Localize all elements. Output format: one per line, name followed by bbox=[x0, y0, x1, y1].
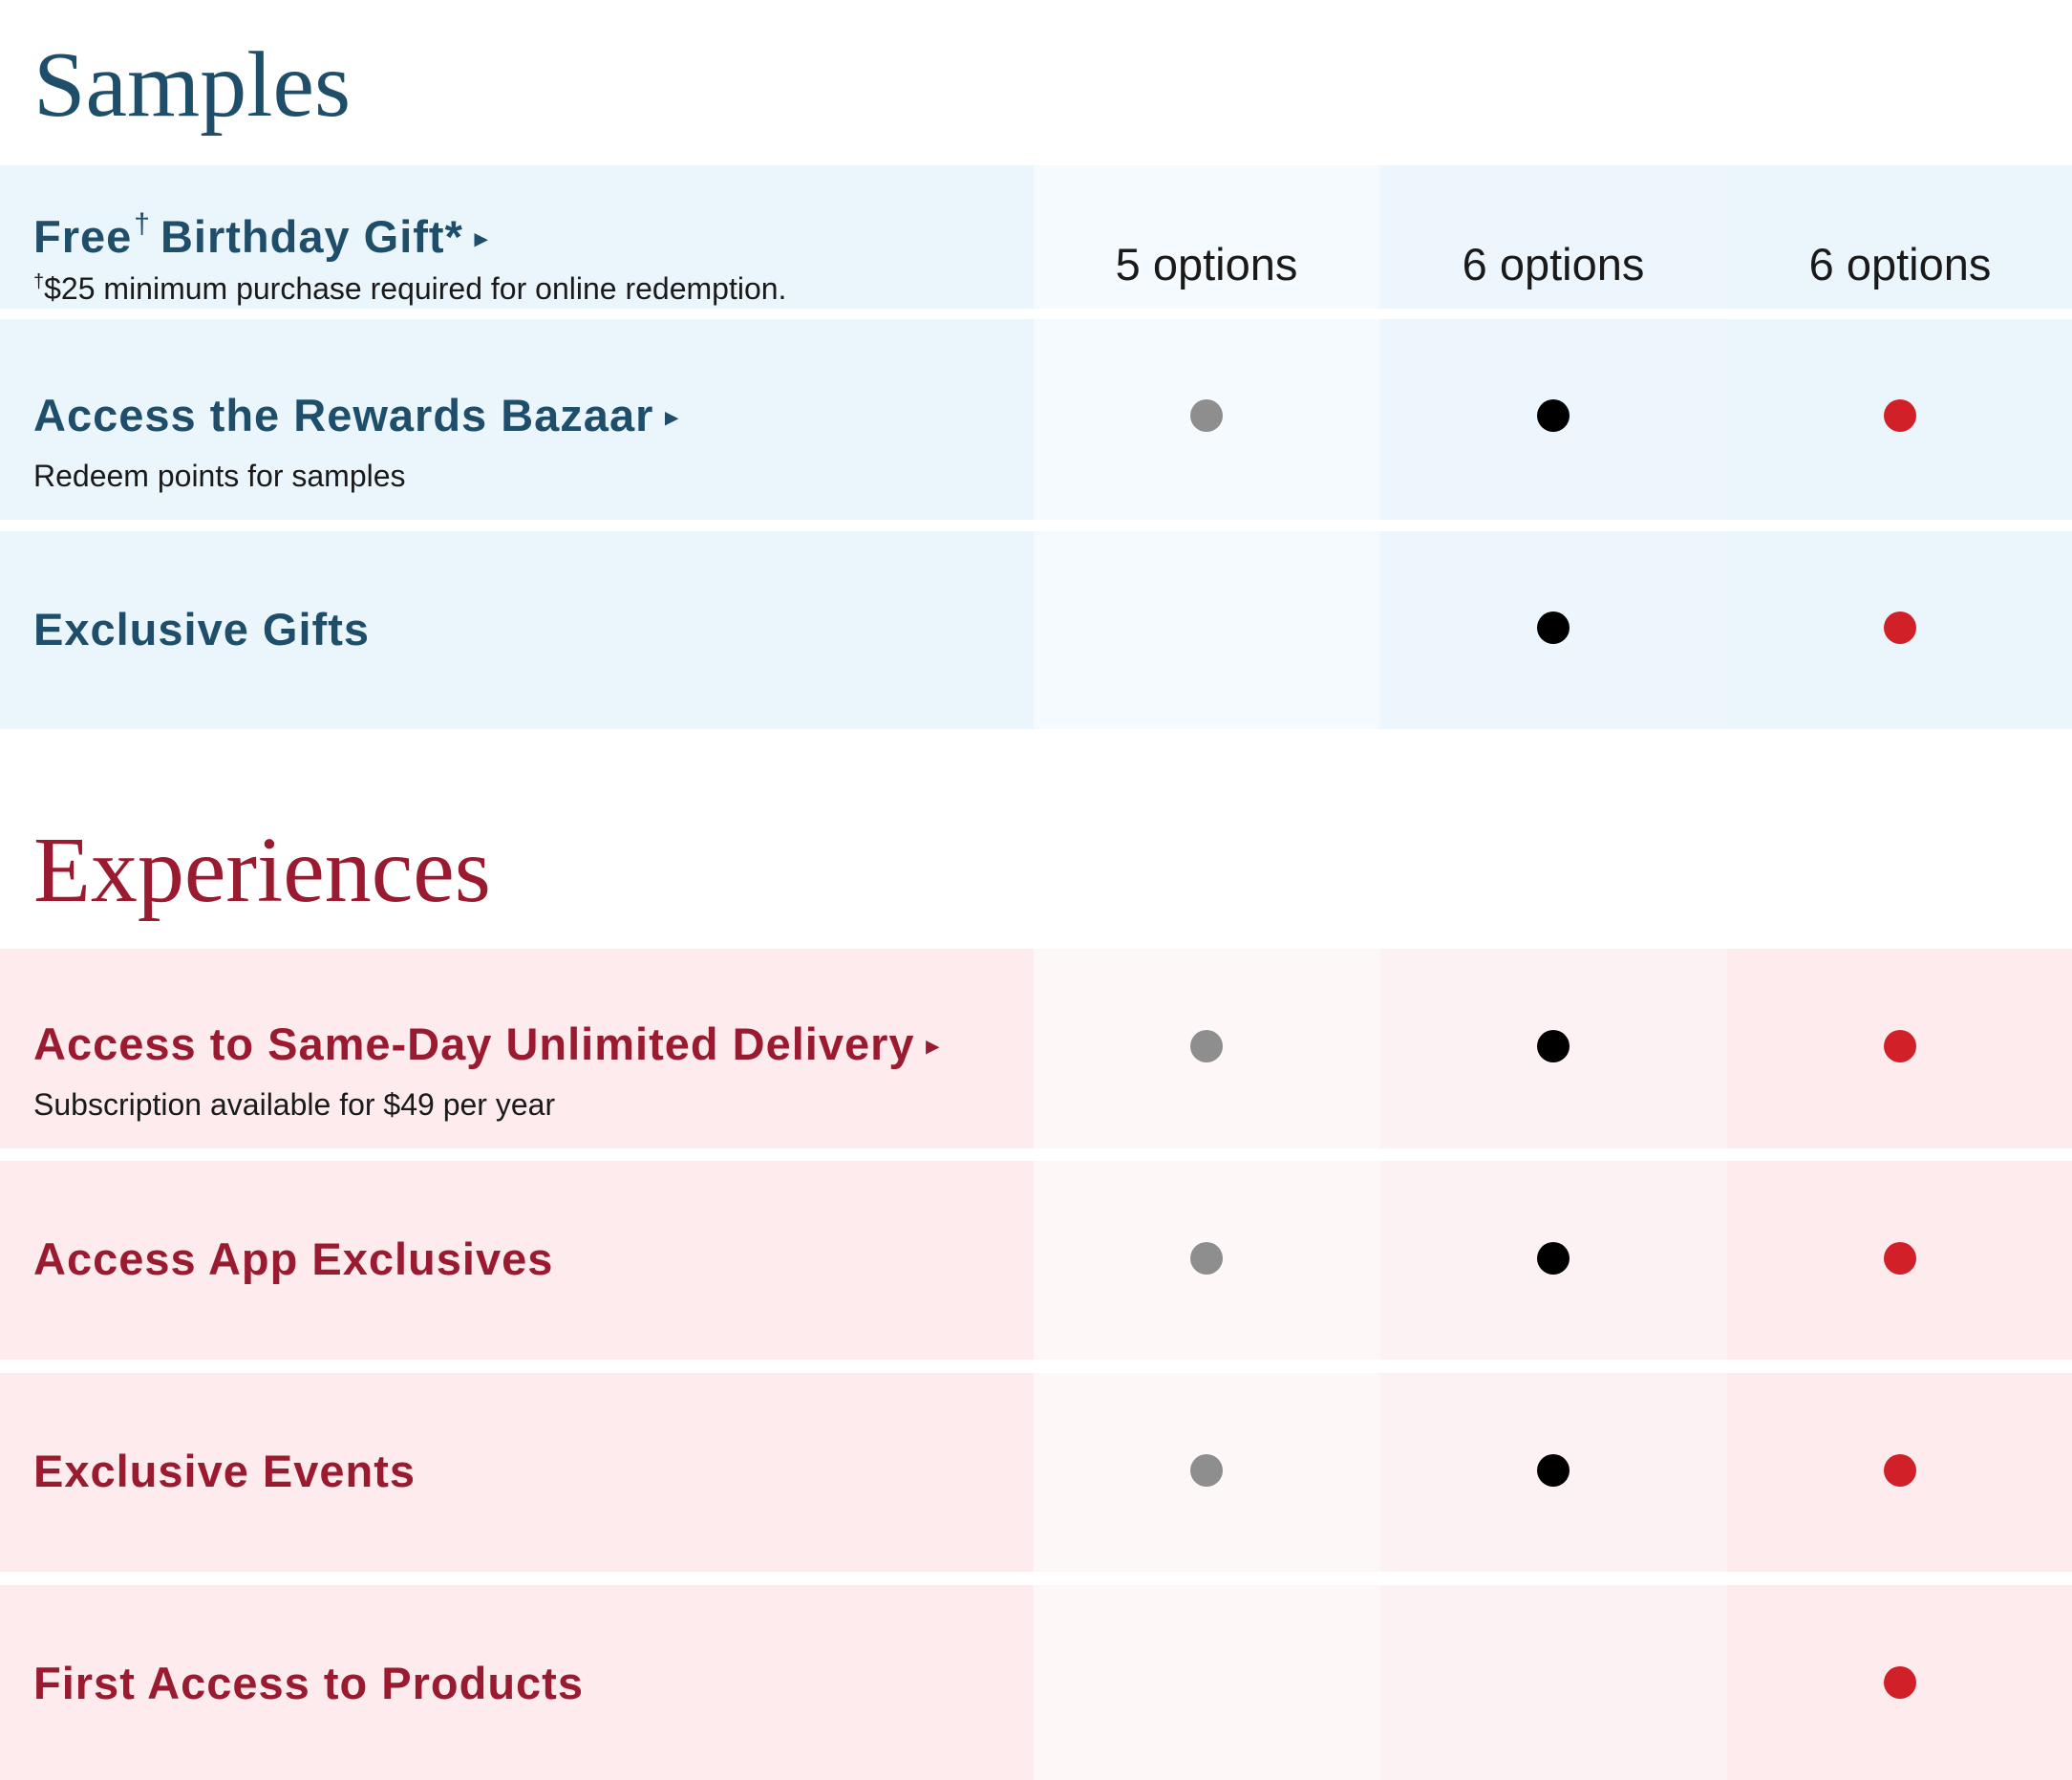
chevron-right-icon: ▸ bbox=[926, 1031, 939, 1060]
tier-1-cell bbox=[1034, 1161, 1380, 1360]
feature-title: Access to Same-Day Unlimited Delivery bbox=[33, 1019, 915, 1069]
benefit-label-cell: Exclusive Gifts bbox=[0, 531, 1034, 729]
tier-3-cell bbox=[1727, 531, 2072, 729]
benefit-row-first-access: First Access to Products bbox=[0, 1585, 2072, 1780]
tier-1-cell bbox=[1034, 949, 1380, 1148]
tier-1-included-dot bbox=[1190, 1030, 1223, 1062]
feature-title: Access the Rewards Bazaar bbox=[33, 390, 654, 440]
tier-2-cell bbox=[1380, 531, 1727, 729]
birthday-gift-link[interactable]: Free† Birthday Gift* ▸ bbox=[33, 208, 487, 262]
tier-3-included-dot bbox=[1884, 399, 1916, 432]
benefit-row-rewards-bazaar: Access the Rewards Bazaar ▸ Redeem points… bbox=[0, 319, 2072, 520]
app-exclusives-title: Access App Exclusives bbox=[33, 1233, 554, 1284]
tier-2-included-dot bbox=[1537, 399, 1570, 432]
birthday-gift-note: †$25 minimum purchase required for onlin… bbox=[33, 272, 786, 304]
chevron-right-icon: ▸ bbox=[474, 224, 487, 252]
tier-3-cell bbox=[1727, 1161, 2072, 1360]
tier-3-cell bbox=[1727, 1373, 2072, 1572]
feature-title-free: Free bbox=[33, 211, 133, 262]
tier-3-cell bbox=[1727, 949, 2072, 1148]
tier-2-options: 6 options bbox=[1462, 239, 1645, 290]
tier-1-included-dot bbox=[1190, 1242, 1223, 1275]
benefit-label-cell: Access to Same-Day Unlimited Delivery ▸ S… bbox=[0, 949, 1034, 1148]
benefit-label-cell: Exclusive Events bbox=[0, 1373, 1034, 1572]
tier-3-included-dot bbox=[1884, 611, 1916, 644]
tier-1-options: 5 options bbox=[1115, 239, 1298, 290]
tier-2-cell bbox=[1380, 1373, 1727, 1572]
same-day-delivery-note: Subscription available for $49 per year bbox=[33, 1087, 556, 1122]
tier-3-options: 6 options bbox=[1808, 239, 1992, 290]
tier-2-cell bbox=[1380, 1585, 1727, 1780]
tier-1-included-dot bbox=[1190, 399, 1223, 432]
tier-1-cell bbox=[1034, 1585, 1380, 1780]
tier-2-included-dot bbox=[1537, 1242, 1570, 1275]
benefit-row-exclusive-events: Exclusive Events bbox=[0, 1373, 2072, 1572]
tier-3-cell bbox=[1727, 319, 2072, 520]
benefit-row-same-day-delivery: Access to Same-Day Unlimited Delivery ▸ S… bbox=[0, 949, 2072, 1148]
experiences-section-title: Experiences bbox=[33, 819, 491, 922]
first-access-title: First Access to Products bbox=[33, 1658, 584, 1708]
dagger-mark: † bbox=[134, 208, 151, 240]
tier-3-cell: 6 options bbox=[1727, 165, 2072, 309]
tier-2-cell bbox=[1380, 1161, 1727, 1360]
tier-3-included-dot bbox=[1884, 1666, 1916, 1699]
tier-2-cell bbox=[1380, 319, 1727, 520]
benefit-label-cell: Free† Birthday Gift* ▸ †$25 minimum purcha… bbox=[0, 165, 1034, 309]
tier-1-cell bbox=[1034, 531, 1380, 729]
tier-2-included-dot bbox=[1537, 1454, 1570, 1487]
tier-3-included-dot bbox=[1884, 1030, 1916, 1062]
tier-1-cell: 5 options bbox=[1034, 165, 1380, 309]
rewards-bazaar-note: Redeem points for samples bbox=[33, 459, 406, 493]
rewards-bazaar-link[interactable]: Access the Rewards Bazaar ▸ bbox=[33, 393, 677, 438]
exclusive-gifts-title: Exclusive Gifts bbox=[33, 604, 370, 654]
tier-1-included-dot bbox=[1190, 1454, 1223, 1487]
tier-2-included-dot bbox=[1537, 611, 1570, 644]
tier-1-cell bbox=[1034, 1373, 1380, 1572]
note-dagger-mark: † bbox=[33, 271, 45, 292]
tier-1-cell bbox=[1034, 319, 1380, 520]
tier-2-cell bbox=[1380, 949, 1727, 1148]
tier-3-included-dot bbox=[1884, 1454, 1916, 1487]
feature-title-rest: Birthday Gift* bbox=[160, 211, 463, 262]
benefit-row-app-exclusives: Access App Exclusives bbox=[0, 1161, 2072, 1360]
exclusive-events-title: Exclusive Events bbox=[33, 1446, 417, 1496]
tier-3-cell bbox=[1727, 1585, 2072, 1780]
tier-2-cell: 6 options bbox=[1380, 165, 1727, 309]
birthday-gift-note-text: $25 minimum purchase required for online… bbox=[44, 271, 787, 306]
chevron-right-icon: ▸ bbox=[665, 402, 678, 431]
samples-section-title: Samples bbox=[33, 33, 352, 137]
benefit-row-exclusive-gifts: Exclusive Gifts bbox=[0, 531, 2072, 729]
benefit-label-cell: Access App Exclusives bbox=[0, 1161, 1034, 1360]
same-day-delivery-link[interactable]: Access to Same-Day Unlimited Delivery ▸ bbox=[33, 1021, 939, 1066]
benefit-label-cell: Access the Rewards Bazaar ▸ Redeem points… bbox=[0, 319, 1034, 520]
tier-2-included-dot bbox=[1537, 1030, 1570, 1062]
benefit-label-cell: First Access to Products bbox=[0, 1585, 1034, 1780]
tier-3-included-dot bbox=[1884, 1242, 1916, 1275]
benefit-row-birthday-gift: Free† Birthday Gift* ▸ †$25 minimum purcha… bbox=[0, 165, 2072, 309]
